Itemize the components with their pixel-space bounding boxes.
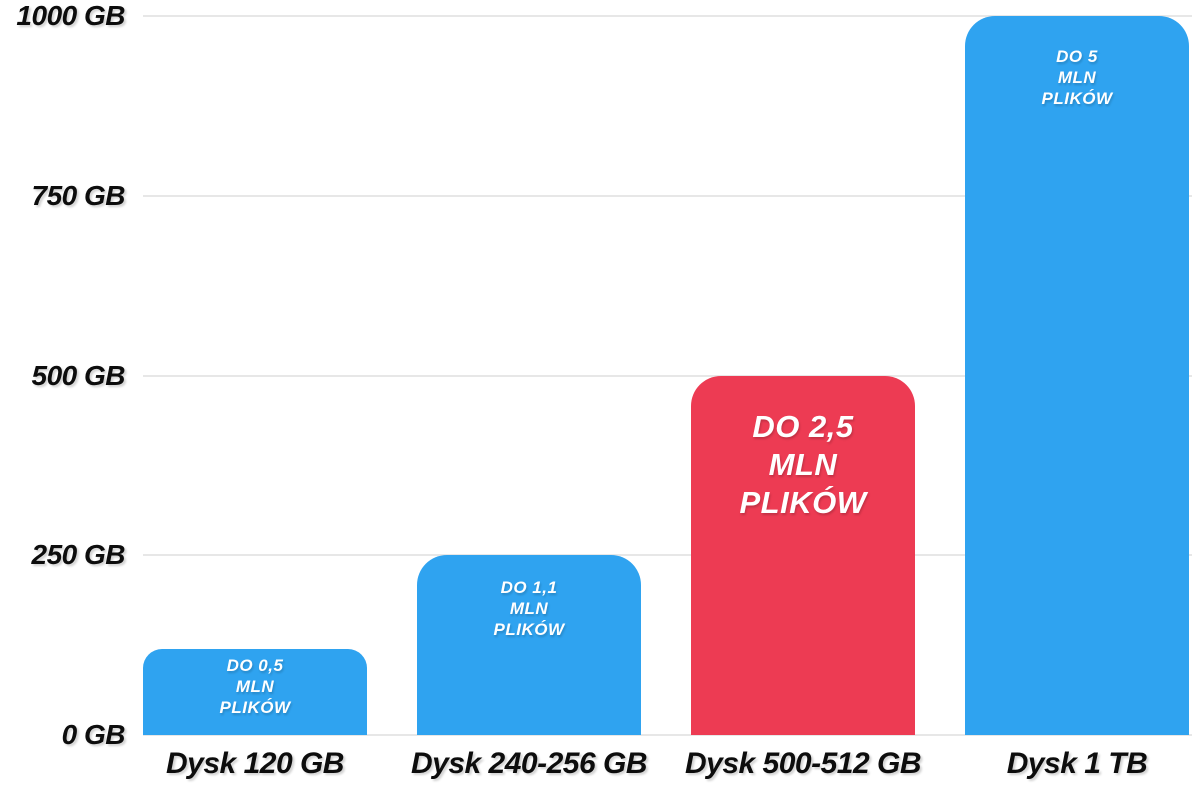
bar-dysk-120-gb: DO 0,5 MLN PLIKÓW [143, 648, 367, 735]
bar-value-label-line: PLIKÓW [493, 620, 565, 640]
gridline-0-gb [143, 734, 1192, 736]
x-tick-label-dysk-1-tb: Dysk 1 TB [1006, 747, 1148, 780]
bar-dysk-240-256-gb: DO 1,1 MLN PLIKÓW [417, 555, 641, 735]
bar-value-label-dysk-120-gb: DO 0,5 MLN PLIKÓW [143, 649, 367, 718]
y-tick-label-750-gb: 750 GB [31, 179, 126, 211]
bar-value-label-line: DO 0,5 [226, 655, 284, 675]
gridline-250-gb [143, 554, 1192, 557]
gridline-1000-gb [143, 15, 1192, 17]
bar-value-label-line: MLN [1057, 68, 1097, 87]
bar-value-label-line: DO 5 [1056, 47, 1098, 66]
x-tick-label-dysk-500-512-gb: Dysk 500-512 GB [685, 747, 922, 780]
y-tick-label-1000-gb: 1000 GB [16, 0, 125, 31]
bar-value-label-line: DO 1,1 [500, 578, 558, 598]
y-tick-label-500-gb: 500 GB [31, 359, 126, 391]
y-tick-label-250-gb: 250 GB [31, 539, 126, 571]
bar-value-label-line: MLN [509, 599, 549, 619]
bar-value-label-dysk-240-256-gb: DO 1,1 MLN PLIKÓW [417, 555, 641, 640]
bar-value-label-line: PLIKÓW [739, 484, 867, 520]
gridline-750-gb [143, 194, 1192, 197]
gridline-500-gb [143, 374, 1192, 377]
x-tick-label-dysk-240-256-gb: Dysk 240-256 GB [411, 747, 648, 780]
y-tick-label-0-gb: 0 GB [61, 719, 126, 750]
bar-value-label-dysk-1-tb: DO 5 MLN PLIKÓW [965, 16, 1189, 109]
bar-value-label-line: MLN [768, 446, 838, 482]
bar-dysk-1-tb: DO 5 MLN PLIKÓW [965, 16, 1189, 735]
x-tick-label-dysk-120-gb: Dysk 120 GB [166, 747, 344, 780]
bar-value-label-line: PLIKÓW [219, 697, 291, 717]
bar-value-label-line: DO 2,5 [752, 408, 854, 444]
bar-dysk-500-512-gb: DO 2,5 MLN PLIKÓW [691, 375, 915, 735]
bar-value-label-line: PLIKÓW [1041, 89, 1113, 108]
bar-value-label-line: MLN [235, 676, 275, 696]
bar-value-label-dysk-500-512-gb: DO 2,5 MLN PLIKÓW [691, 376, 915, 522]
